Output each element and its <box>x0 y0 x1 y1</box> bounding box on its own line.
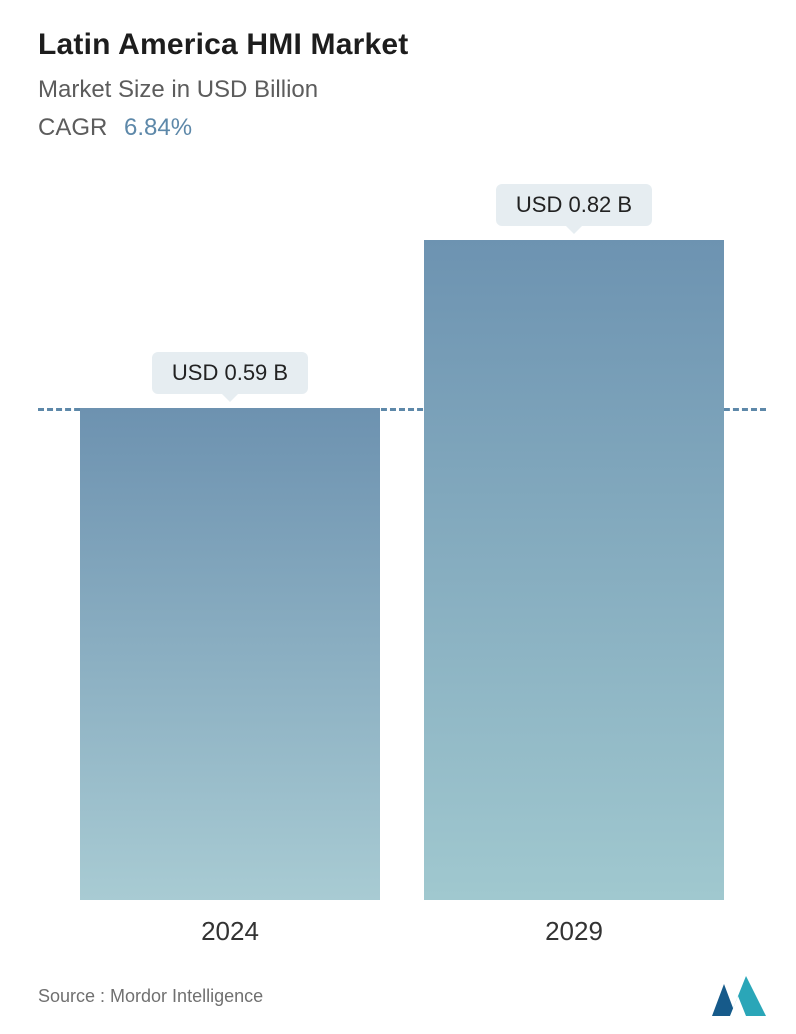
bar-group: USD 0.59 B <box>80 352 380 900</box>
bar <box>80 408 380 900</box>
bar-group: USD 0.82 B <box>424 184 724 900</box>
mordor-logo-icon <box>712 976 766 1016</box>
cagr-label: CAGR <box>38 114 107 141</box>
chart-container: Latin America HMI Market Market Size in … <box>0 0 796 1034</box>
source-label: Source : Mordor Intelligence <box>38 986 263 1007</box>
bars-row: USD 0.59 B USD 0.82 B <box>38 180 766 900</box>
chart-subtitle: Market Size in USD Billion <box>38 76 766 104</box>
bar-value-callout: USD 0.82 B <box>496 184 652 226</box>
chart-plot-area: USD 0.59 B USD 0.82 B <box>38 180 766 900</box>
footer: Source : Mordor Intelligence <box>38 976 766 1016</box>
page-title: Latin America HMI Market <box>38 28 766 62</box>
bar-value-callout: USD 0.59 B <box>152 352 308 394</box>
bar <box>424 240 724 900</box>
x-axis-label: 2024 <box>80 916 380 947</box>
cagr-line: CAGR 6.84% <box>38 114 766 142</box>
x-axis-label: 2029 <box>424 916 724 947</box>
cagr-value: 6.84% <box>124 114 192 141</box>
x-axis-labels: 2024 2029 <box>38 900 766 947</box>
